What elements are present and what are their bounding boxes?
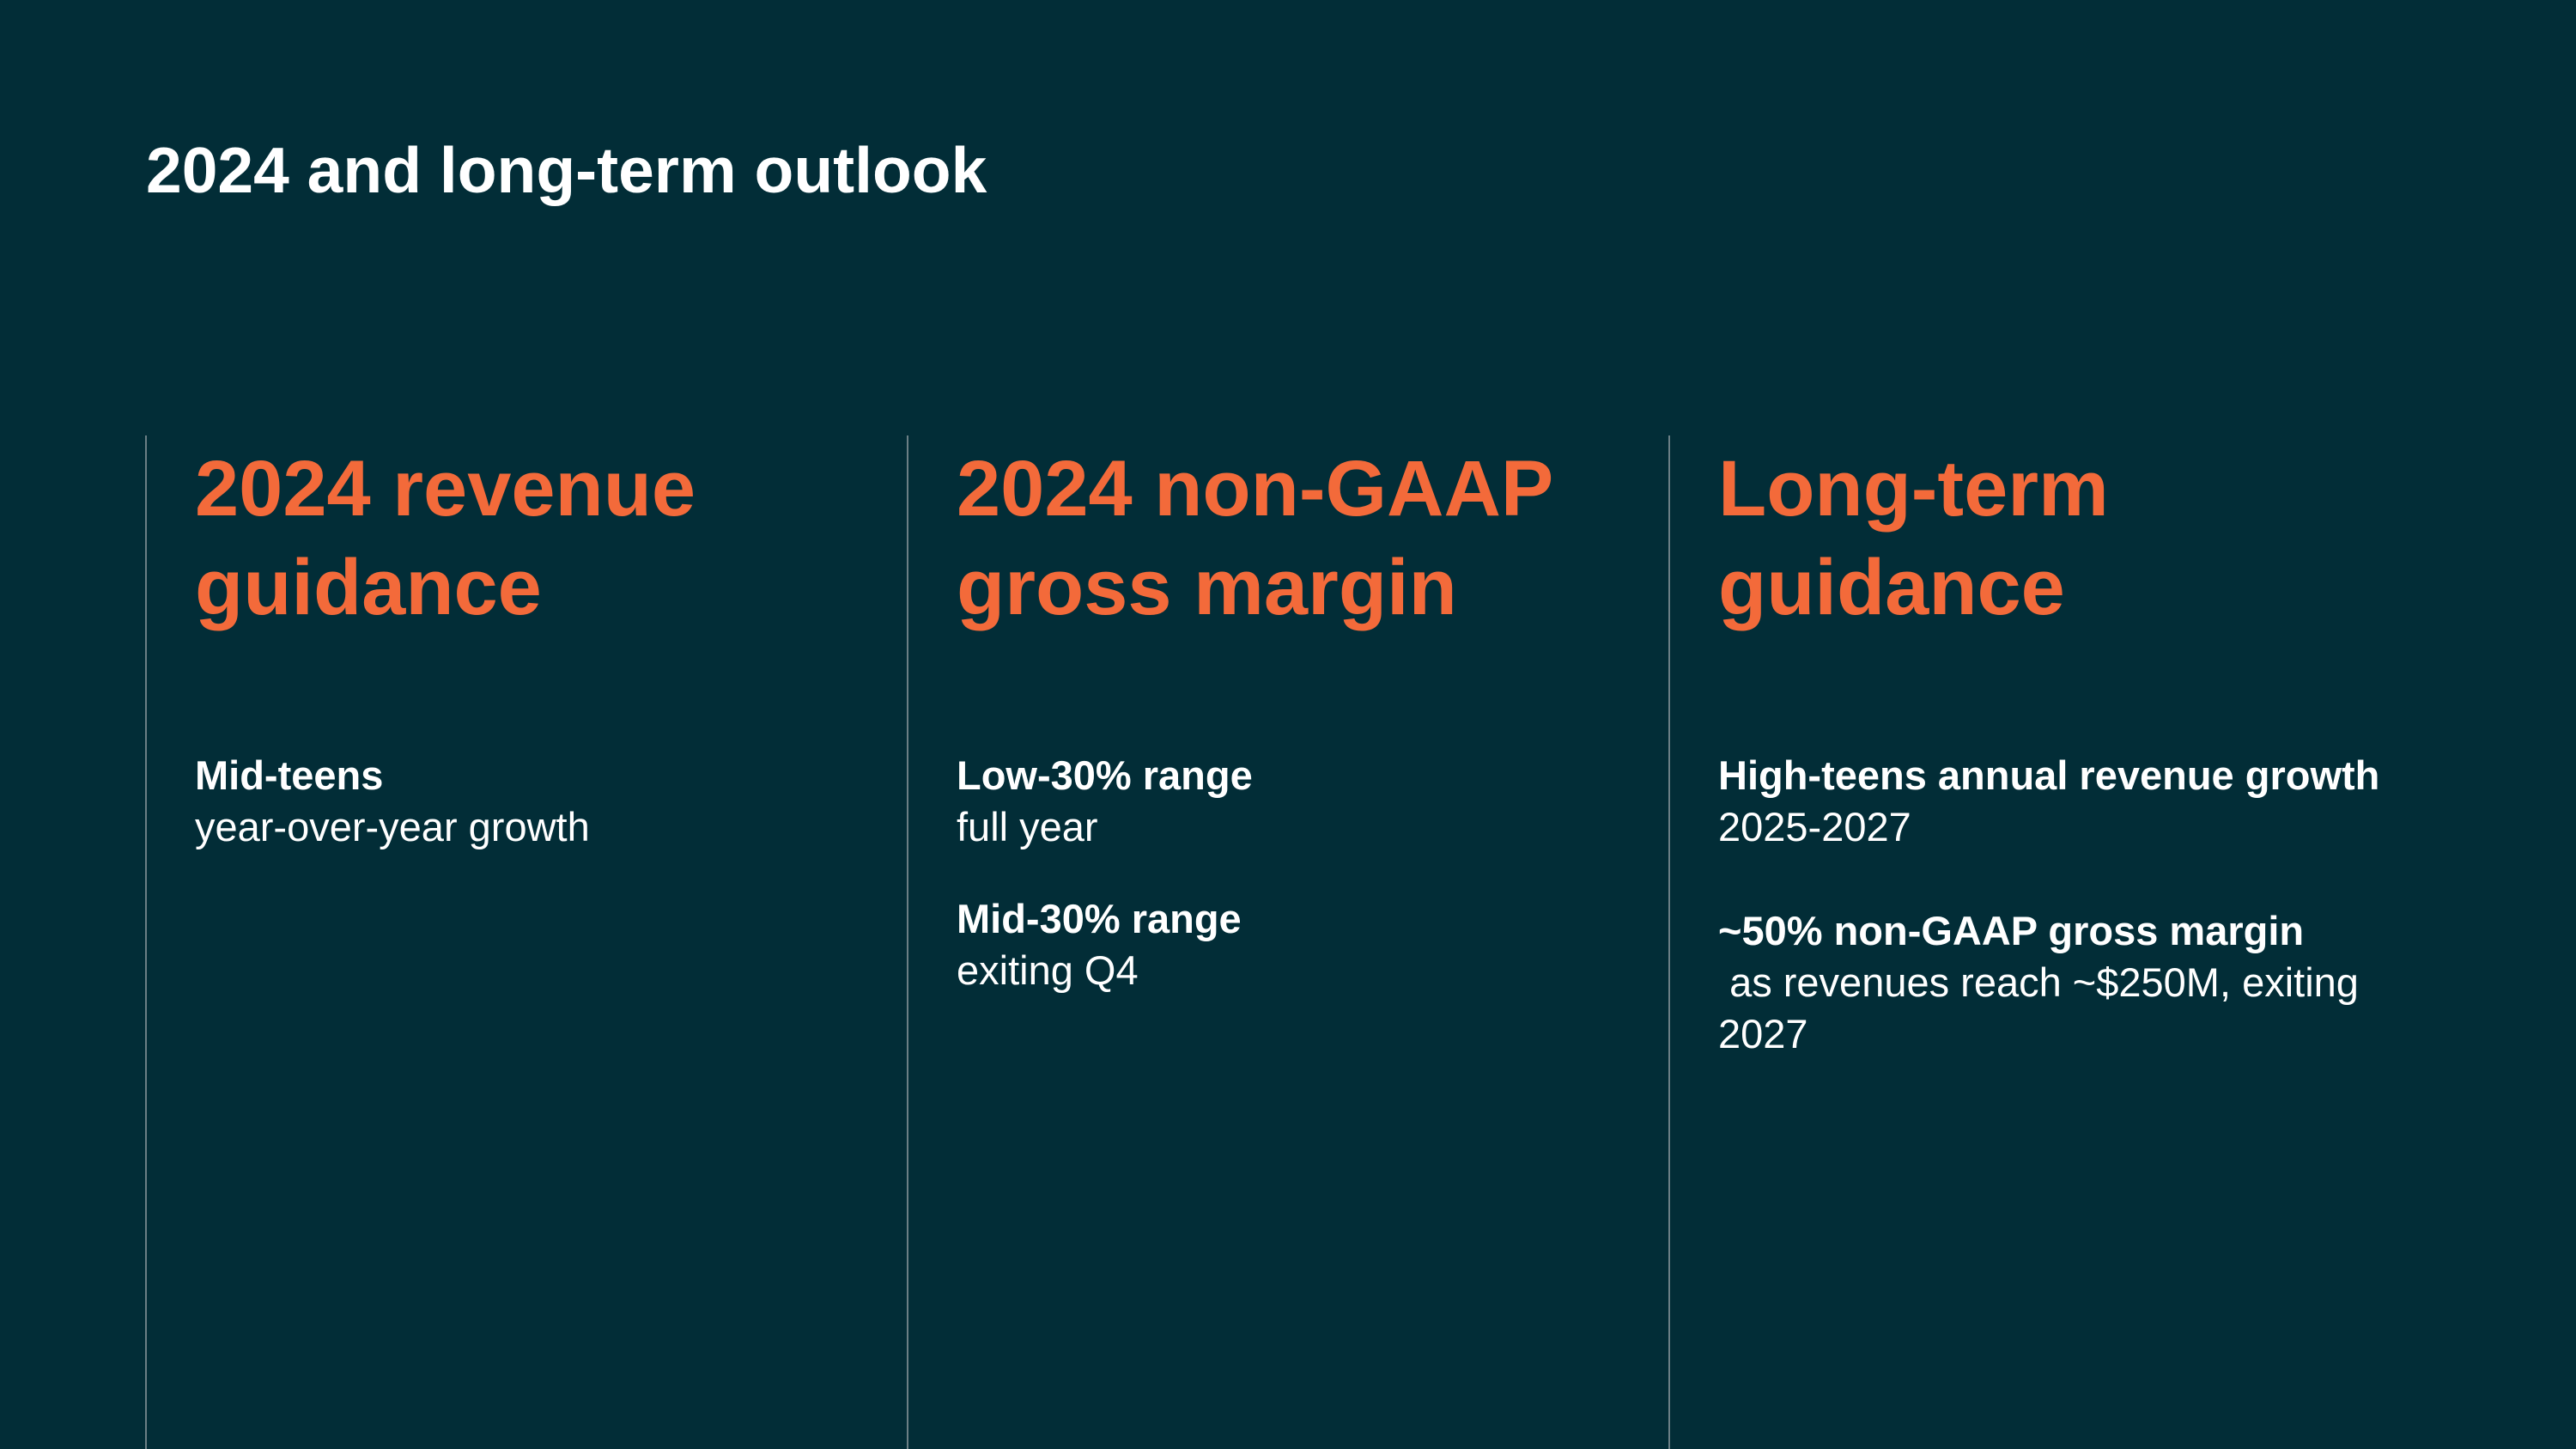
guidance-item-subtitle: as revenues reach ~$250M, exiting 2027	[1718, 959, 2370, 1056]
guidance-items: High-teens annual revenue growth 2025-20…	[1718, 750, 2431, 1060]
guidance-item: Low-30% range full year	[957, 750, 1253, 853]
column-heading-line: guidance	[195, 544, 542, 631]
guidance-items: Mid-teens year-over-year growth	[195, 750, 590, 853]
guidance-item-title: Mid-teens	[195, 752, 384, 798]
page-title: 2024 and long-term outlook	[146, 134, 987, 206]
guidance-item-title: Low-30% range	[957, 752, 1253, 798]
column-heading-line: guidance	[1718, 544, 2065, 631]
column-heading: Long-term guidance	[1718, 440, 2109, 637]
guidance-item-subtitle: 2025-2027	[1718, 804, 1911, 849]
column-long-term-guidance: Long-term guidance High-teens annual rev…	[1668, 435, 2529, 1449]
guidance-item: Mid-30% range exiting Q4	[957, 893, 1253, 996]
guidance-items: Low-30% range full year Mid-30% range ex…	[957, 750, 1253, 996]
column-revenue-guidance: 2024 revenue guidance Mid-teens year-ove…	[145, 435, 885, 1449]
guidance-item-title: ~50% non-GAAP gross margin	[1718, 908, 2305, 953]
guidance-item: Mid-teens year-over-year growth	[195, 750, 590, 853]
column-heading: 2024 non-GAAP gross margin	[957, 440, 1553, 637]
guidance-item: High-teens annual revenue growth 2025-20…	[1718, 750, 2431, 853]
column-heading: 2024 revenue guidance	[195, 440, 696, 637]
column-heading-line: 2024 revenue	[195, 445, 696, 533]
guidance-item-subtitle: year-over-year growth	[195, 804, 590, 849]
column-heading-line: 2024 non-GAAP	[957, 445, 1554, 533]
guidance-item-title: High-teens annual revenue growth	[1718, 752, 2380, 798]
column-gross-margin: 2024 non-GAAP gross margin Low-30% range…	[907, 435, 1647, 1449]
column-heading-line: gross margin	[957, 544, 1457, 631]
guidance-item: ~50% non-GAAP gross margin as revenues r…	[1718, 905, 2431, 1060]
guidance-item-subtitle: full year	[957, 804, 1098, 849]
guidance-item-title: Mid-30% range	[957, 896, 1242, 941]
column-heading-line: Long-term	[1718, 445, 2109, 533]
guidance-item-subtitle: exiting Q4	[957, 947, 1139, 993]
